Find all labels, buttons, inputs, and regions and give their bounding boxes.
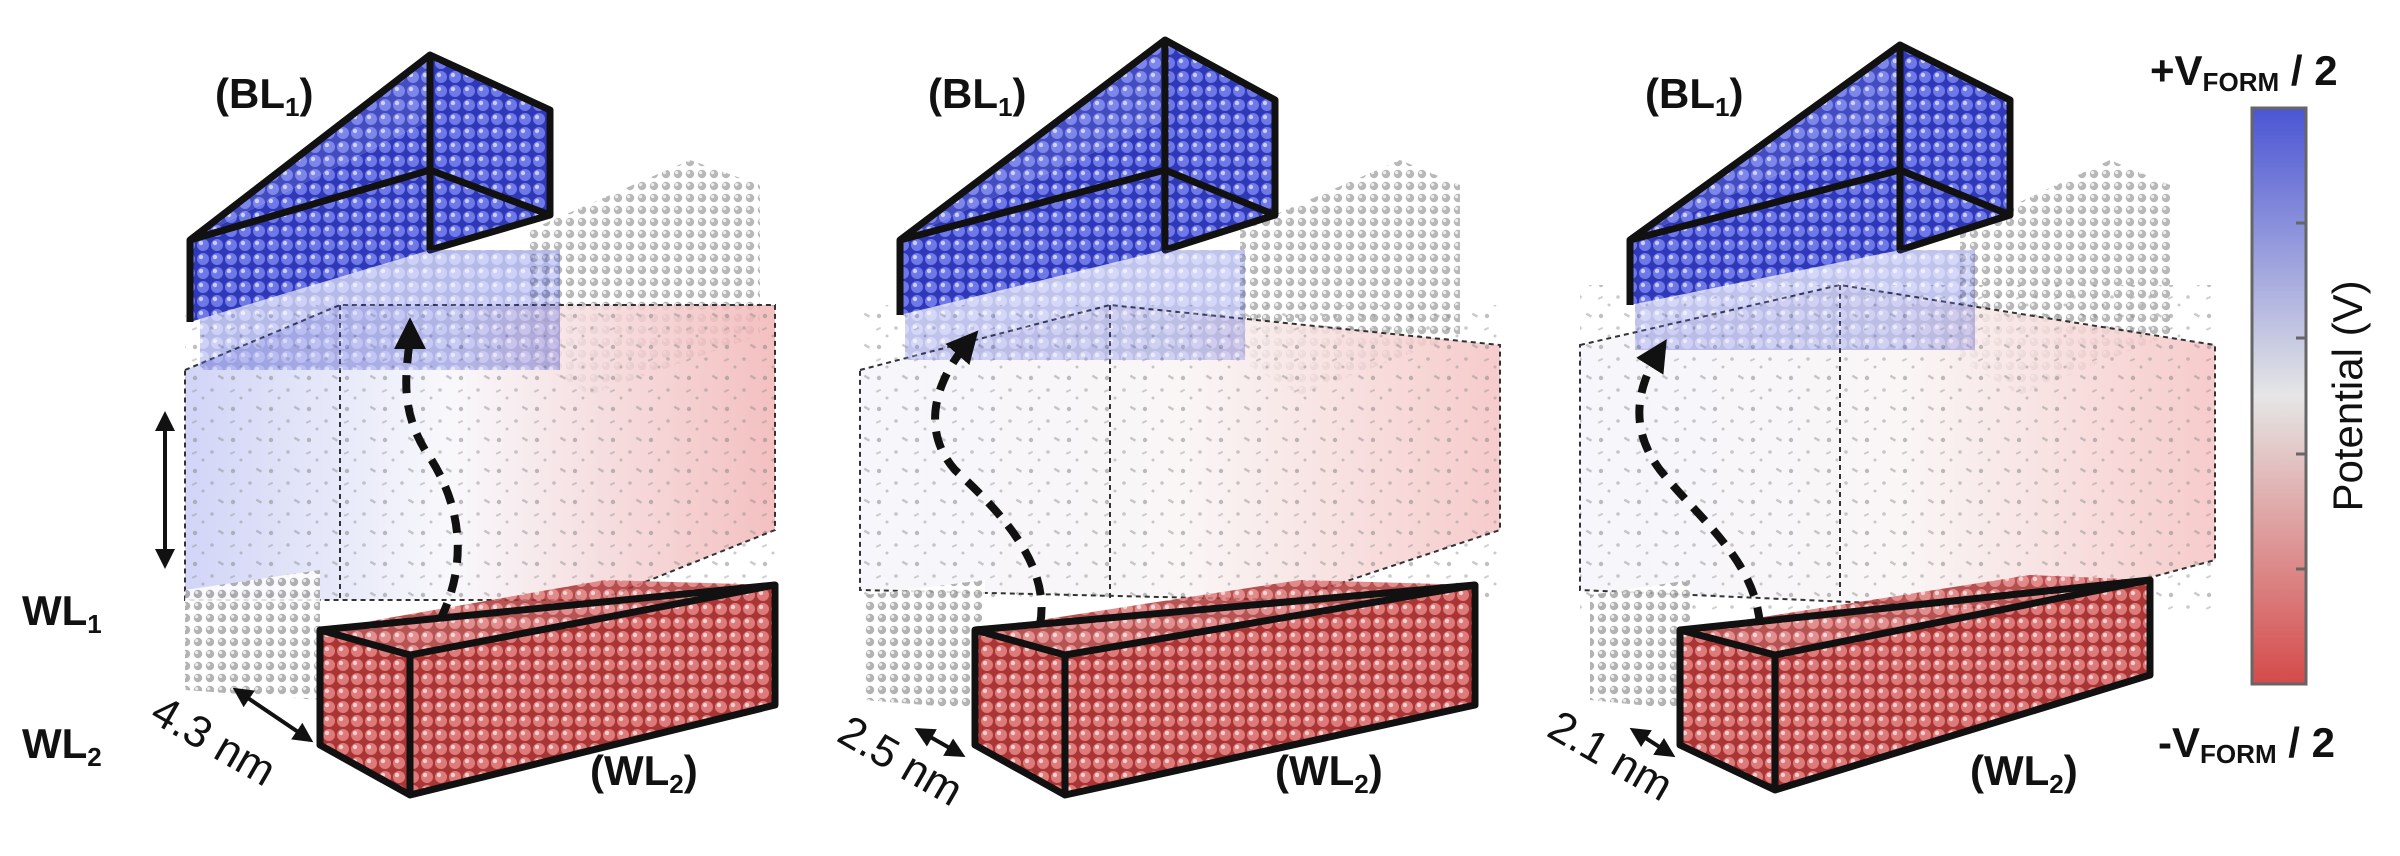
panel-1: (BL1) (WL2) 4.3 nm (143, 51, 779, 799)
bitline-end (1165, 40, 1275, 250)
bottom-electrode-label: (WL2) (1275, 747, 1383, 799)
wordline-edge (1774, 576, 2151, 659)
bitline-diffuse (1635, 250, 1975, 350)
wordline-electrode (1676, 575, 2154, 794)
gap-distance-label: 2.5 nm (830, 706, 971, 816)
wordline-outline (1676, 576, 2154, 794)
oxide-outline (859, 303, 1501, 602)
wordline-outline (316, 581, 779, 799)
wordline-edge (1064, 581, 1476, 659)
wordline-electrode (971, 580, 1479, 799)
bitline-electrode (186, 51, 560, 370)
top-electrode-label: (BL1) (215, 70, 313, 122)
bottom-electrode-label: (WL2) (1970, 747, 2078, 799)
wordline-side (1775, 580, 2150, 790)
grey-electrode-lower (865, 580, 985, 710)
bitline-diffuse (200, 250, 560, 370)
wordline-front (1680, 630, 1775, 790)
wordline-outline (971, 581, 1479, 799)
gap-distance-label: 2.1 nm (1540, 701, 1681, 811)
colorbar-min-label: -VFORM / 2 (2158, 719, 2335, 769)
wordline-edge (409, 581, 776, 659)
colorbar-gradient (2250, 106, 2308, 686)
panel-3: (BL1) (WL2) 2.1 nm (1540, 41, 2216, 811)
colorbar-ticks (2296, 106, 2306, 686)
bitline-edge (189, 166, 552, 244)
gap-arrow (1629, 727, 1676, 758)
wl1-label: WL1 (22, 587, 102, 639)
filament-arrow (1635, 339, 1764, 626)
wl2-label: WL2 (22, 720, 102, 772)
grey-electrode-lower (185, 570, 320, 700)
potential-colorbar: +VFORM / 2 Potential (V) -VFORM / 2 (2150, 47, 2371, 769)
wordline-electrode (316, 580, 779, 799)
oxide-outline (1579, 283, 2216, 612)
top-electrode-label: (BL1) (928, 70, 1026, 122)
gap-arrow (232, 687, 314, 743)
grey-electrode-lower (1590, 580, 1690, 710)
panel-2: (BL1) (WL2) 2.5 nm (830, 36, 1501, 816)
colorbar-max-label: +VFORM / 2 (2150, 47, 2338, 97)
filament-arrow (931, 330, 1046, 626)
gap-distance-label: 4.3 nm (143, 686, 284, 796)
bitline-end (1900, 45, 2010, 250)
colorbar-axis-label: Potential (V) (2324, 280, 2371, 511)
bitline-edge (899, 166, 1277, 244)
bitline-diffuse (905, 250, 1245, 360)
bitline-edge (1629, 166, 2012, 244)
bitline-electrode (1626, 41, 2014, 350)
gap-arrow (914, 728, 966, 757)
top-electrode-label: (BL1) (1645, 70, 1743, 122)
bottom-electrode-label: (WL2) (590, 747, 698, 799)
